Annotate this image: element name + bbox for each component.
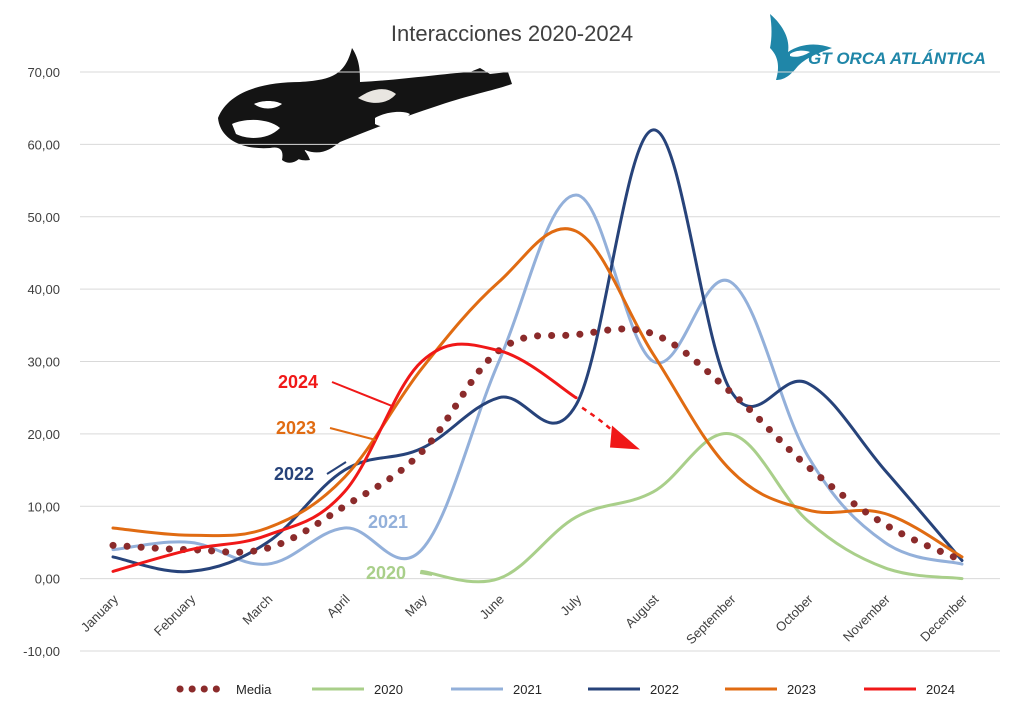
series-line-2023 <box>111 227 964 559</box>
x-tick-label: May <box>402 591 430 619</box>
gridlines <box>80 71 1000 652</box>
x-tick-label: June <box>476 592 507 623</box>
x-tick-label: January <box>78 591 122 635</box>
x-tick-label: September <box>683 591 739 647</box>
y-tick-label: 40,00 <box>27 282 60 297</box>
y-tick-label: 60,00 <box>27 137 60 152</box>
annotation-label: 2024 <box>278 372 318 392</box>
x-tick-label: November <box>840 591 893 644</box>
y-tick-label: -10,00 <box>23 644 60 659</box>
legend: Media 2020 2021 2022 2023 2024 <box>176 682 955 697</box>
annotation-label: 2021 <box>368 512 408 532</box>
annotation-leader <box>326 461 347 475</box>
legend-label: 2020 <box>374 682 403 697</box>
x-axis: January February March April May June July Augu… <box>78 591 971 647</box>
y-axis: -10,00 0,00 10,00 20,00 30,00 40,00 50,00 60,00… <box>23 65 60 659</box>
y-tick-label: 70,00 <box>27 65 60 80</box>
x-tick-label: August <box>622 591 661 630</box>
x-tick-label: December <box>917 591 970 644</box>
annotation-leader <box>329 427 377 441</box>
legend-label: 2023 <box>787 682 816 697</box>
annotation-leader <box>331 381 393 407</box>
orca-illustration <box>218 48 512 163</box>
x-tick-label: March <box>239 592 275 628</box>
y-tick-label: 20,00 <box>27 427 60 442</box>
chart-title: Interacciones 2020-2024 <box>391 21 633 46</box>
annotation-label: 2022 <box>274 464 314 484</box>
series-lines <box>109 128 966 584</box>
gt-orca-atlantica-logo: GT ORCA ATLÁNTICA <box>770 14 986 80</box>
x-tick-label: April <box>324 591 353 620</box>
annotation-label: 2023 <box>276 418 316 438</box>
y-tick-label: 0,00 <box>35 572 60 587</box>
x-tick-label: February <box>151 591 199 639</box>
series-line-2022 <box>111 128 964 574</box>
series-line-media <box>109 325 966 564</box>
x-tick-label: October <box>772 591 816 635</box>
x-tick-label: July <box>557 591 584 618</box>
projection-arrow-head <box>610 425 640 450</box>
series-line-2020 <box>420 432 964 584</box>
y-tick-label: 30,00 <box>27 355 60 370</box>
legend-label: 2021 <box>513 682 542 697</box>
y-tick-label: 50,00 <box>27 210 60 225</box>
legend-label: Media <box>236 682 272 697</box>
legend-label: 2024 <box>926 682 955 697</box>
annotation-leader <box>419 572 433 576</box>
series-line-2024 <box>111 342 578 573</box>
y-tick-label: 10,00 <box>27 499 60 514</box>
logo-text: GT ORCA ATLÁNTICA <box>808 49 986 68</box>
series-line-2021 <box>111 193 964 566</box>
annotation-label: 2020 <box>366 563 406 583</box>
year-annotations: 2024 2023 2022 2021 2020 <box>274 372 433 583</box>
legend-label: 2022 <box>650 682 679 697</box>
